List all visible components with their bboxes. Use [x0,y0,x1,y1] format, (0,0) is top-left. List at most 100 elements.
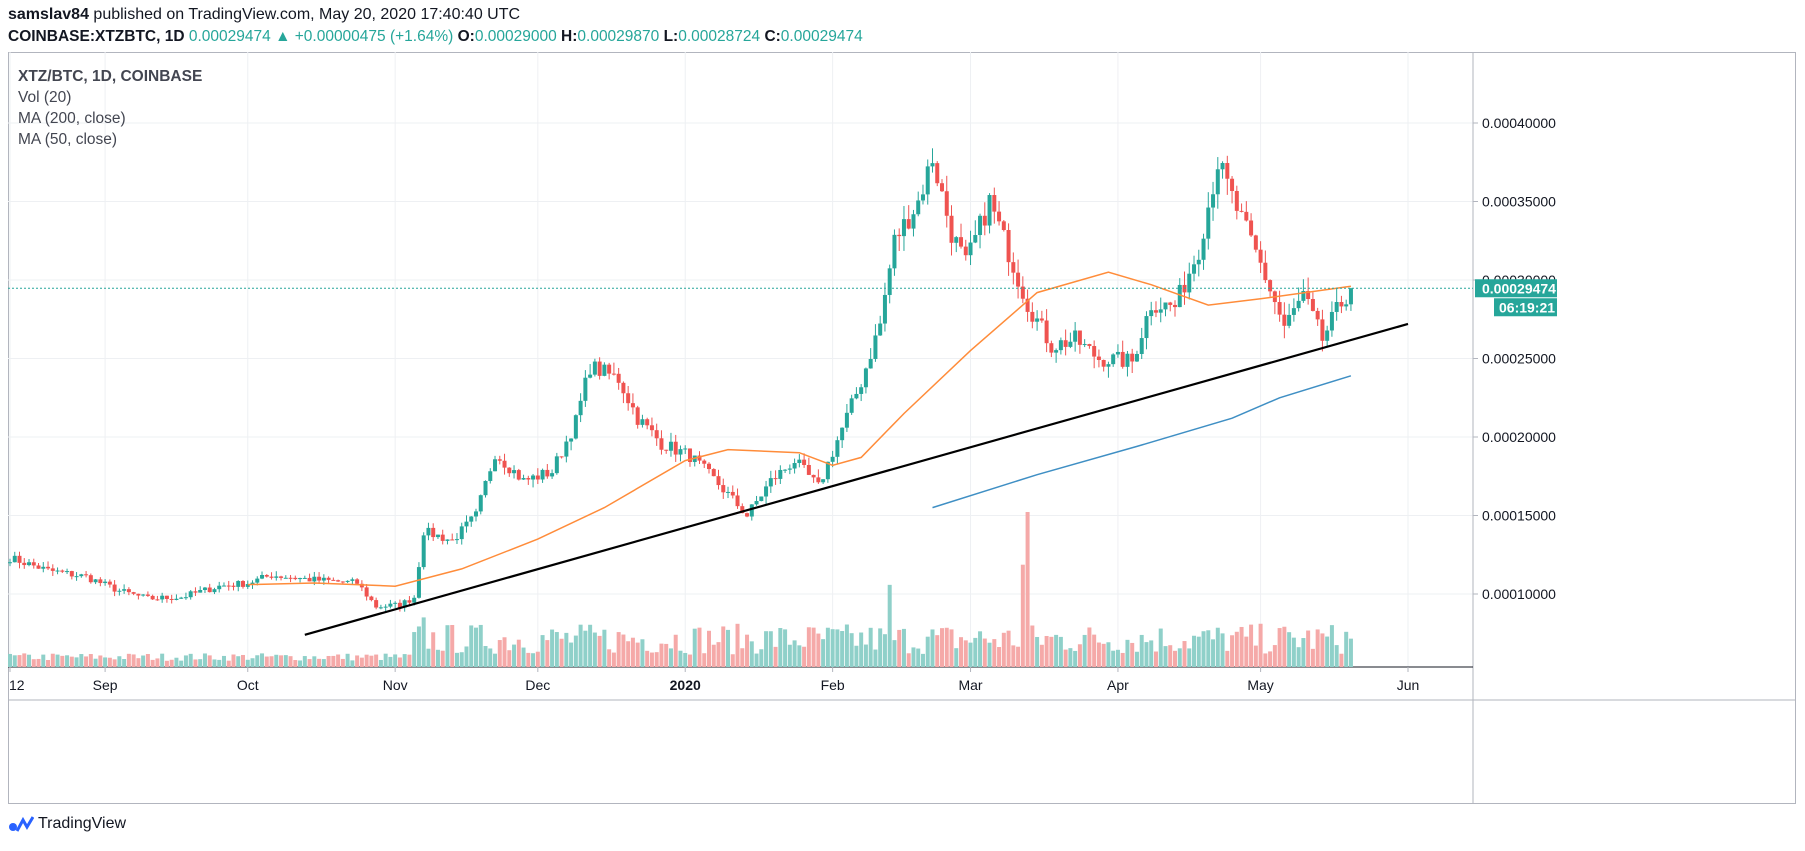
volume-bar [1239,626,1244,667]
candle-body [697,455,702,461]
candle-body [987,195,992,226]
candle [854,387,859,400]
candle [150,594,155,601]
candle [906,205,911,230]
volume-bar [226,660,231,667]
footer-brand[interactable]: TradingView [8,815,126,833]
volume-bar [1168,645,1173,667]
volume-bar [1082,634,1087,667]
candle-body [868,358,873,369]
volume-bars [8,512,1353,667]
candle-body [849,398,854,413]
volume-bar [916,648,921,667]
volume-bar [616,632,621,667]
volume-bar [697,627,702,667]
candle-body [1115,351,1120,355]
candle [654,423,659,446]
volume-bar [1296,647,1301,667]
candle [1177,278,1182,308]
volume-bar [160,653,165,667]
volume-bar [236,656,241,667]
candle [388,599,393,609]
candle [1001,219,1006,232]
candle [1025,289,1030,322]
legend-volume[interactable]: Vol (20) [18,89,72,106]
volume-bar [687,654,692,667]
candle-body [1230,178,1235,192]
candle [764,480,769,504]
volume-bar [1011,645,1016,667]
candle [635,405,640,429]
candle [1073,322,1078,352]
candle-body [117,590,122,592]
candle [578,393,583,423]
volume-bar [79,654,84,667]
candle [1220,161,1225,179]
candle-body [221,585,226,587]
candle-body [787,468,792,470]
legend-ma50[interactable]: MA (50, close) [18,131,118,148]
candle-body [1192,264,1197,274]
candle-body [274,576,279,578]
candle-body [792,463,797,469]
candle [573,414,578,440]
candle-body [992,195,997,212]
volume-bar [22,653,27,667]
volume-bar [668,648,673,667]
volume-bar [1115,649,1120,667]
volume-bar [1344,631,1349,667]
volume-bar [141,655,146,667]
candle [1329,301,1334,337]
candle-body [821,479,826,483]
volume-bar [136,658,141,667]
candle-body [906,219,911,229]
legend-symbol[interactable]: XTZ/BTC, 1D, COINBASE [18,68,203,85]
candle [1263,250,1268,284]
candle-body [1206,207,1211,239]
volume-bar [554,632,559,667]
volume-bar [844,624,849,667]
volume-bar [745,634,750,667]
candle [93,578,98,585]
candle [526,475,531,485]
candle [1192,255,1197,282]
author-name[interactable]: samslav84 [8,6,89,23]
volume-bar [1149,640,1154,667]
candle [797,454,802,468]
candle-body [645,419,650,426]
candle [483,480,488,498]
candle [968,230,973,266]
candle [954,236,959,253]
candle [27,559,32,567]
candle [1158,297,1163,323]
candle-body [388,603,393,607]
candle [74,572,79,581]
candle-body [1144,316,1149,339]
volume-bar [483,646,488,667]
candle [678,445,683,462]
volume-bar [27,654,32,667]
volume-bar [1020,564,1025,667]
candle [474,508,478,522]
candle [887,264,892,304]
volume-bar [664,643,669,667]
legend-ma200[interactable]: MA (200, close) [18,110,126,127]
candle [1120,340,1125,369]
candle-body [711,469,716,477]
candle [1310,292,1315,312]
volume-bar [997,647,1002,667]
candle-body [1268,280,1273,292]
candle-body [188,591,193,598]
candle-body [830,456,835,462]
candle [940,179,944,193]
volume-bar [1111,650,1116,667]
candle-body [1134,353,1139,362]
volume-bar [454,652,459,667]
candle-body [164,595,169,599]
candle-body [882,294,887,324]
volume-bar [388,656,393,667]
volume-bar [497,640,502,667]
candle [745,512,750,518]
candle-body [1301,291,1306,301]
